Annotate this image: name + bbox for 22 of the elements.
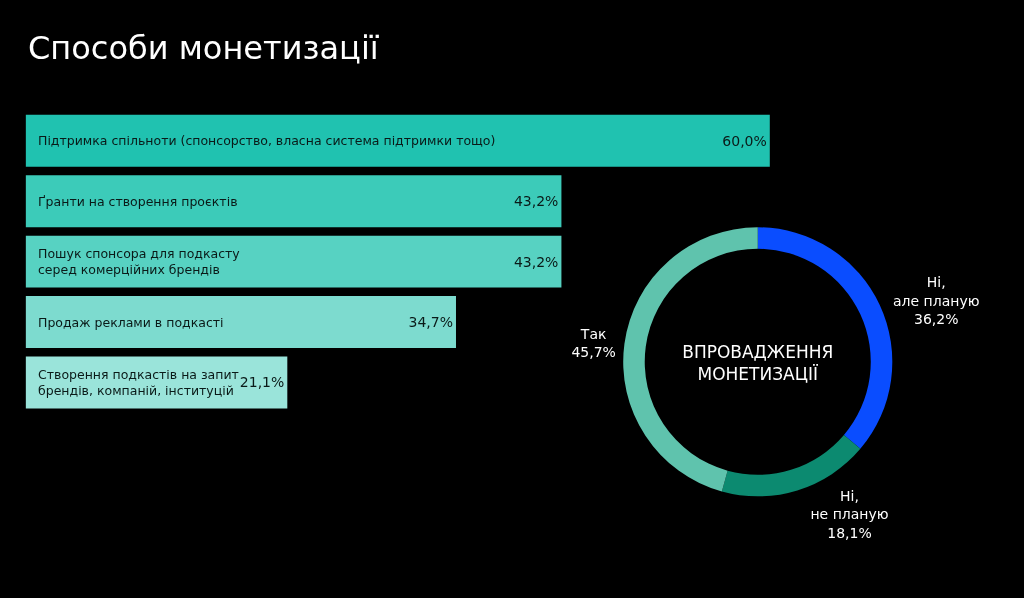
chart-title: Способи монетизації	[28, 29, 380, 67]
data-label: 21,1%	[239, 374, 285, 391]
data-label: 60,0%	[722, 132, 767, 149]
category-label: Пошук спонсора для подкасту серед комерційних брендів	[38, 246, 240, 278]
bar	[25, 296, 456, 348]
text: ВПРОВАДЖЕННЯ МОНЕТИЗАЦІЇ	[682, 341, 834, 384]
category-label: Підтримка спільноти (спонсорство, власна система підтримки тощо)	[38, 133, 496, 148]
data-label: 45,7%	[571, 344, 616, 361]
bar	[25, 114, 770, 167]
data-label: 43,2%	[513, 193, 559, 210]
data-label: 34,7%	[408, 314, 453, 331]
category-label: Ґранти на створення проєктів	[38, 194, 238, 209]
slice-label: Ні, не планую	[810, 488, 889, 523]
slice-label: Ні, але планую	[892, 274, 980, 309]
category-label: Створення подкастів на запит брендів, компаній, інституцій	[38, 367, 239, 399]
data-label: 36,2%	[913, 310, 959, 327]
slice-label: Так	[579, 326, 607, 343]
data-label: 18,1%	[827, 524, 872, 541]
category-label: Продаж реклами в подкасті	[38, 315, 224, 330]
bar	[25, 235, 562, 288]
bar	[25, 175, 562, 228]
data-label: 43,2%	[513, 253, 559, 270]
